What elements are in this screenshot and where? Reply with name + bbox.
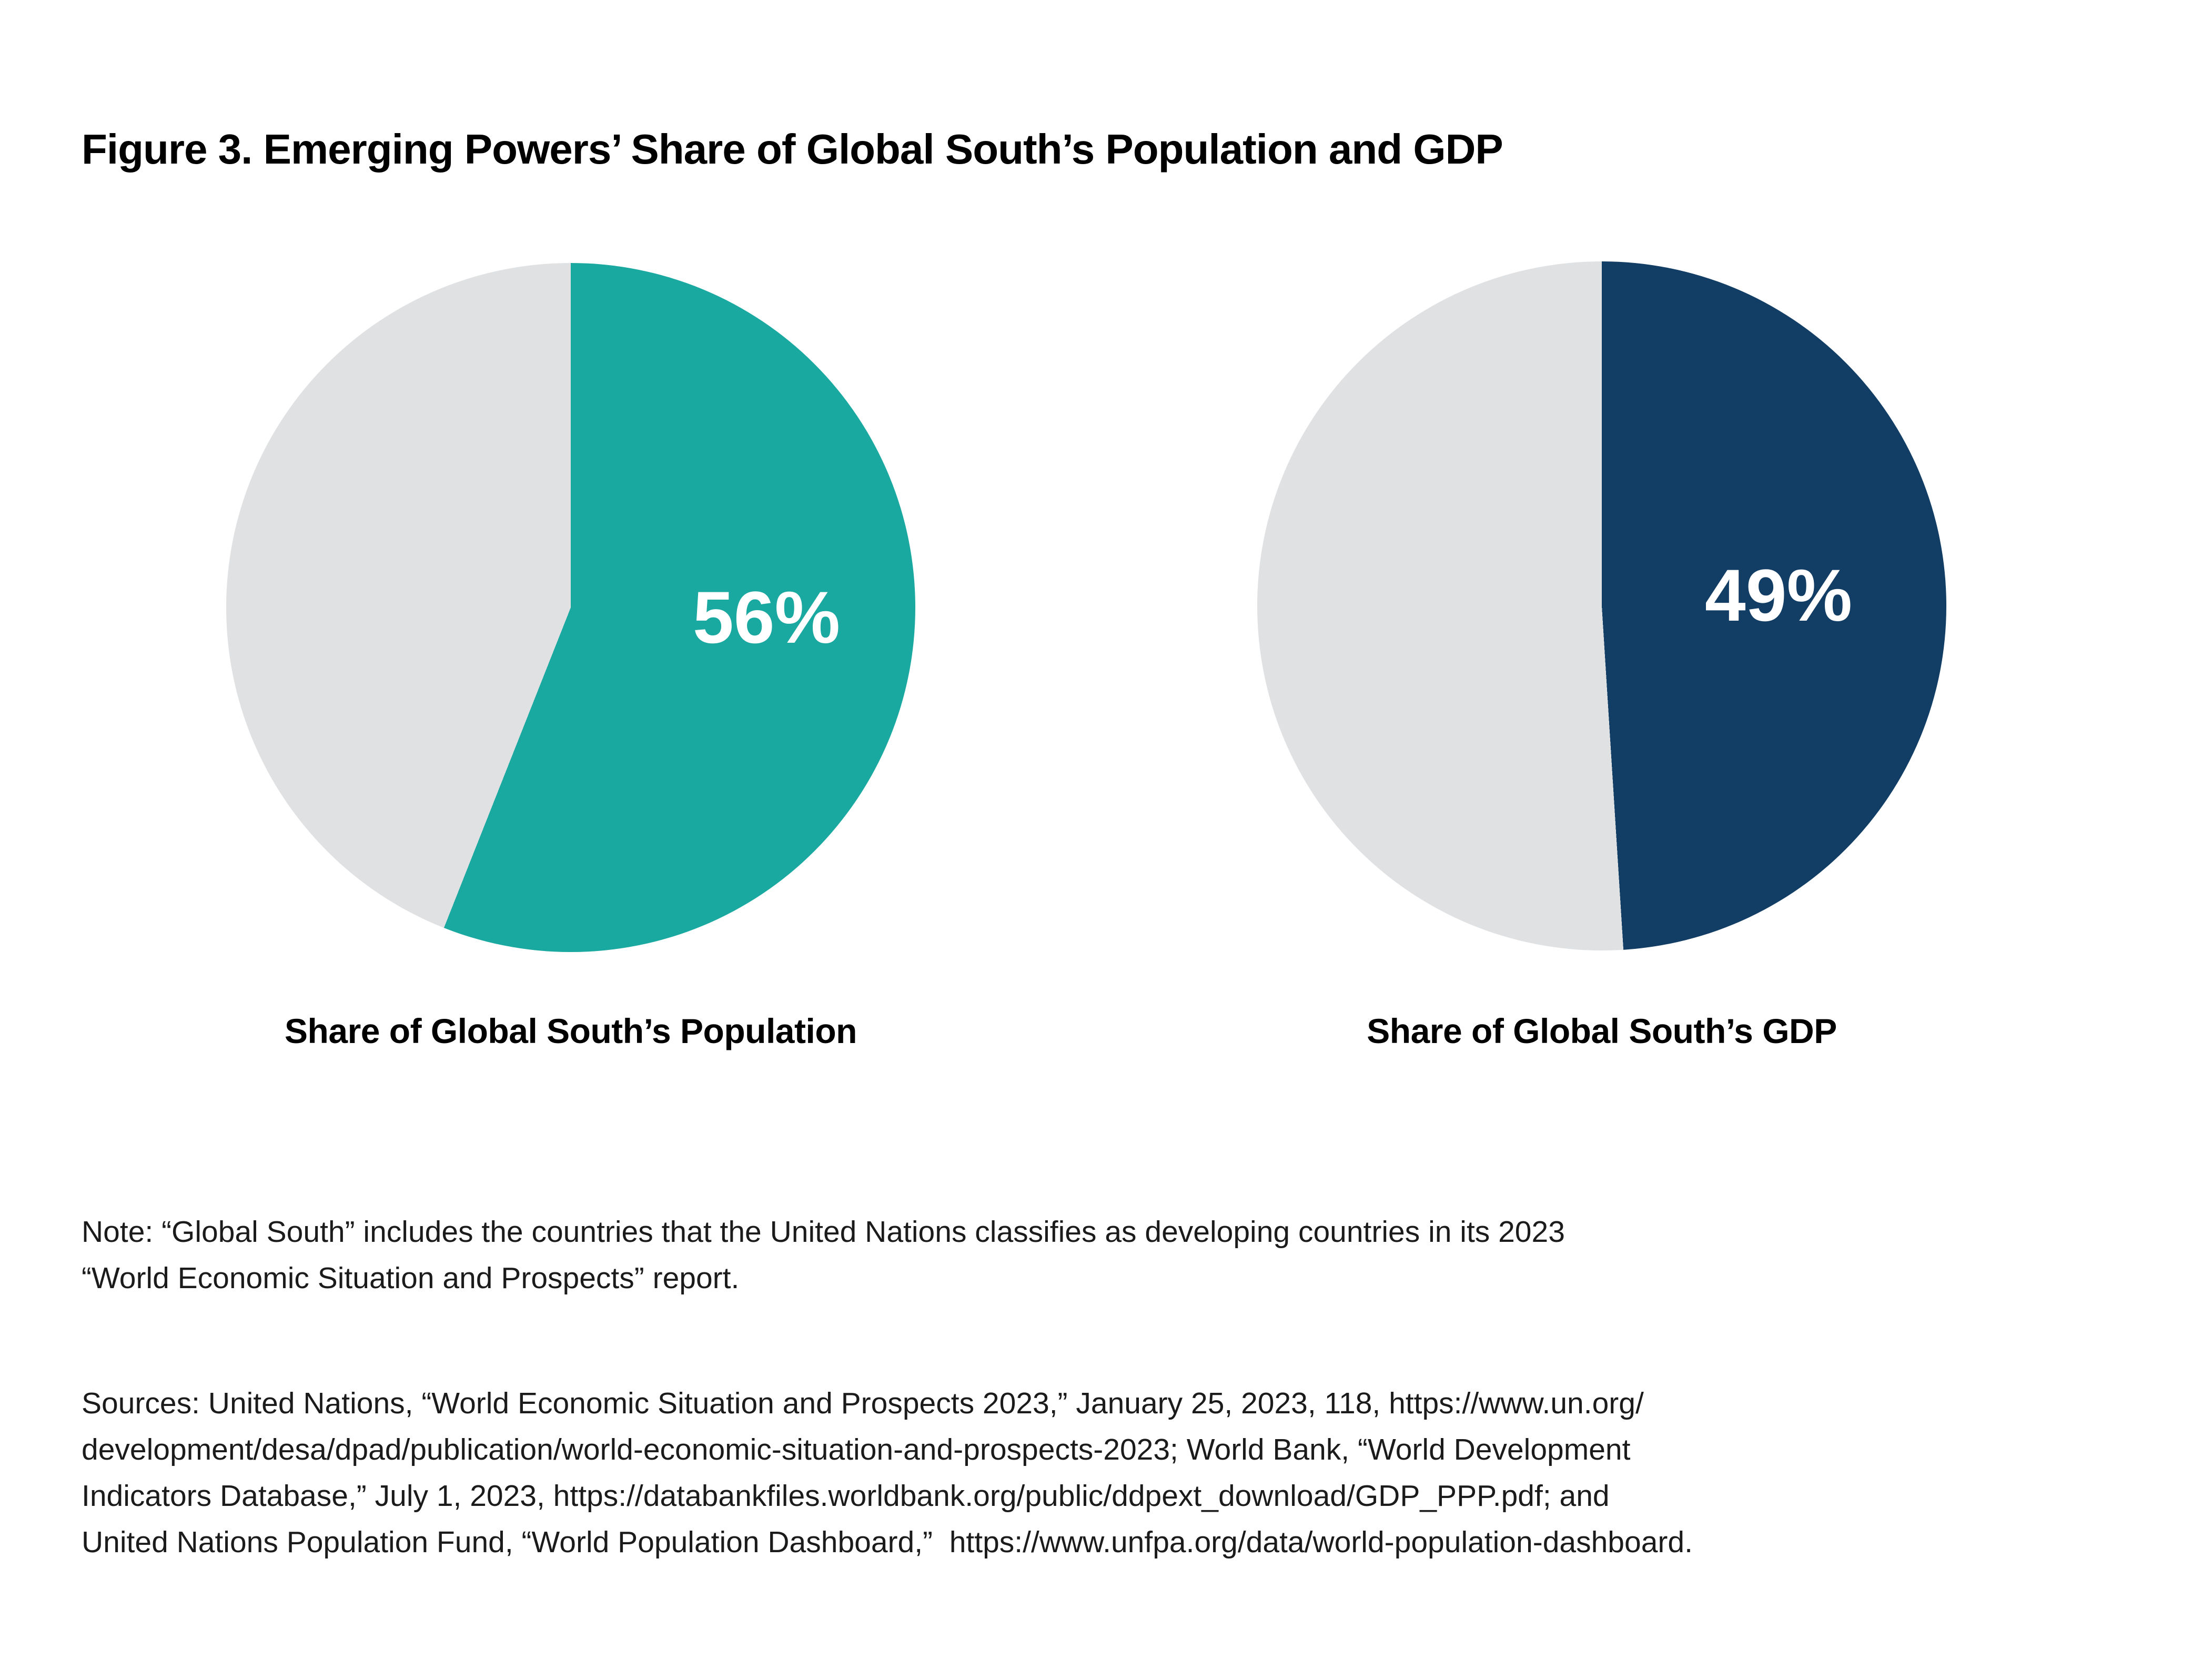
sources-line: Indicators Database,” July 1, 2023, http…: [82, 1479, 1610, 1513]
sources-line: United Nations Population Fund, “World P…: [82, 1525, 1693, 1559]
figure-title: Figure 3. Emerging Powers’ Share of Glob…: [82, 126, 1503, 173]
note-line: Note: “Global South” includes the countr…: [82, 1215, 1565, 1249]
gdp-pie-value-label: 49%: [1704, 554, 1853, 636]
gdp-pie-caption: Share of Global South’s GDP: [1367, 1011, 1837, 1050]
sources-line: Sources: United Nations, “World Economic…: [82, 1386, 1644, 1420]
note-line: “World Economic Situation and Prospects”…: [82, 1261, 740, 1295]
population-pie-caption: Share of Global South’s Population: [285, 1011, 857, 1050]
population-pie-value-label: 56%: [692, 576, 841, 659]
population-pie-chart: 56%: [226, 263, 915, 952]
note-paragraph: Note: “Global South” includes the countr…: [82, 1209, 2059, 1301]
sources-line: development/desa/dpad/publication/world-…: [82, 1433, 1631, 1466]
sources-paragraph: Sources: United Nations, “World Economic…: [82, 1380, 2059, 1565]
gdp-pie-chart: 49%: [1257, 261, 1946, 950]
